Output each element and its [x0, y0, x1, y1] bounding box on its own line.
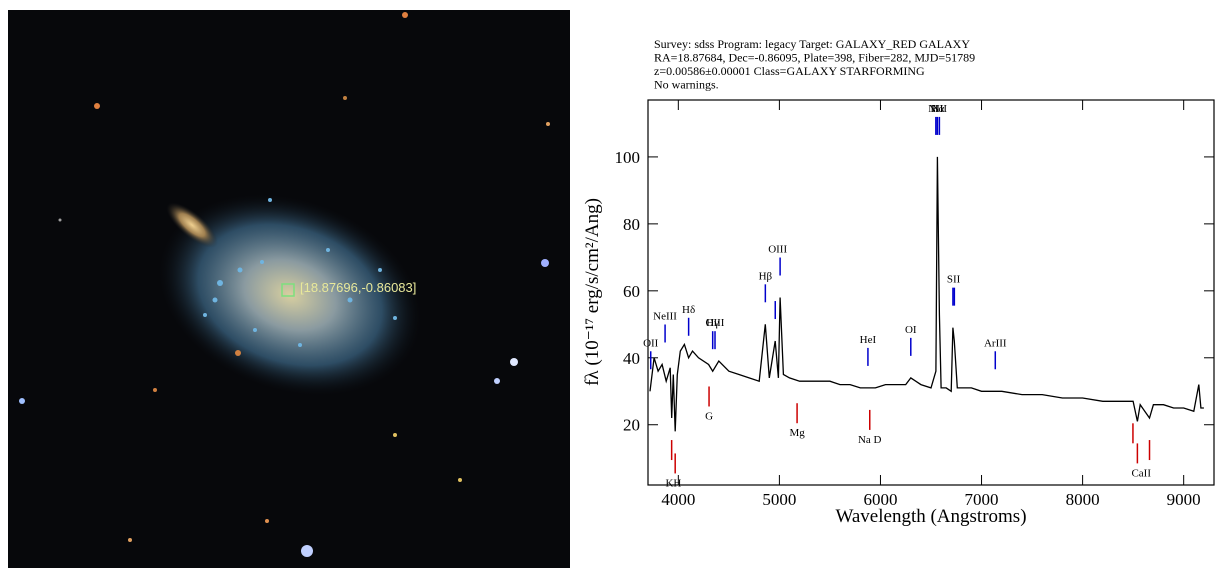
line-label: NeIII: [653, 310, 677, 322]
line-label: Mg: [789, 427, 805, 439]
line-label: HeI: [860, 334, 877, 346]
sky-image: [18.87696,-0.86083]: [8, 10, 570, 568]
line-label: KH: [665, 477, 681, 489]
line-label: Hδ: [682, 304, 695, 316]
y-tick-label: 60: [623, 282, 640, 301]
x-tick-label: 4000: [661, 490, 695, 509]
line-label: G: [705, 410, 713, 422]
title-line: No warnings.: [654, 78, 719, 92]
y-tick-label: 80: [623, 215, 640, 234]
y-axis-label: fλ (10⁻¹⁷ erg/s/cm²/Ang): [582, 198, 603, 386]
line-label: CaII: [1131, 467, 1151, 479]
spectrum-chart: Wavelength (Angstroms) fλ (10⁻¹⁷ erg/s/c…: [582, 37, 1214, 527]
y-tick-label: 20: [623, 416, 640, 435]
target-label: [18.87696,-0.86083]: [300, 280, 416, 295]
x-tick-label: 5000: [762, 490, 796, 509]
line-label: SII: [947, 274, 961, 286]
title-line: RA=18.87684, Dec=-0.86095, Plate=398, Fi…: [654, 51, 975, 65]
y-tick-label: 100: [615, 148, 641, 167]
y-tick-label: 40: [623, 349, 640, 368]
title-line: Survey: sdss Program: legacy Target: GAL…: [654, 37, 970, 51]
line-label: OI: [905, 324, 917, 336]
line-label: Hβ: [759, 270, 773, 282]
plot-frame: [648, 100, 1214, 485]
x-tick-label: 9000: [1167, 490, 1201, 509]
line-label: Na D: [858, 434, 882, 446]
page: [18.87696,-0.86083] Wavelength (Angstrom…: [0, 0, 1218, 568]
x-axis-label: Wavelength (Angstroms): [835, 506, 1026, 527]
line-label: OIII: [768, 244, 787, 256]
line-label: ArIII: [984, 337, 1007, 349]
line-label: OIII: [706, 317, 725, 329]
x-tick-label: 8000: [1066, 490, 1100, 509]
line-label: OII: [643, 337, 659, 349]
title-line: z=0.00586±0.00001 Class=GALAXY STARFORMI…: [654, 64, 925, 78]
line-label: NII: [932, 103, 948, 115]
x-tick-label: 6000: [863, 490, 897, 509]
x-tick-label: 7000: [965, 490, 999, 509]
